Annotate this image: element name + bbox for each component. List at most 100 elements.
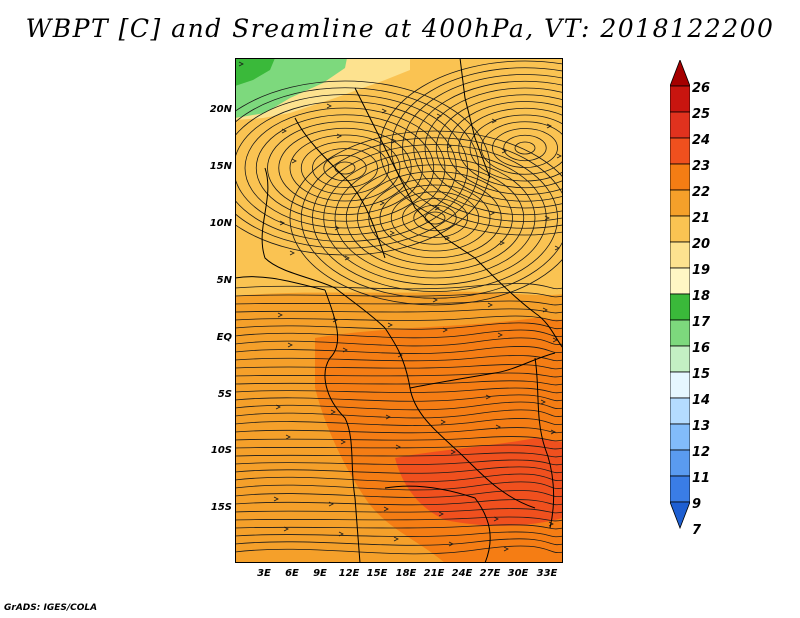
lat-label-5n: 5N xyxy=(216,275,232,286)
streamline-arrow xyxy=(289,250,295,256)
country-border xyxy=(384,485,491,563)
streamline-arrow xyxy=(546,123,552,129)
colorbar-label: 24 xyxy=(692,133,711,148)
streamline-arrow xyxy=(344,255,350,261)
lon-label-9e: 9E xyxy=(313,568,327,579)
colorbar-label: 14 xyxy=(692,393,711,408)
streamline-arrow xyxy=(283,526,289,532)
colorbar-arrow-bottom xyxy=(670,501,690,530)
streamline xyxy=(235,459,563,466)
lon-label-27e: 27E xyxy=(479,568,501,579)
streamline-arrow xyxy=(485,394,491,400)
colorbar-label: 7 xyxy=(692,523,702,538)
lon-label-12e: 12E xyxy=(338,568,360,579)
streamline-loop xyxy=(312,144,558,292)
streamline-arrow xyxy=(487,302,493,308)
streamline xyxy=(235,337,563,347)
streamline-loop xyxy=(480,121,563,175)
streamline-arrow xyxy=(281,128,287,134)
country-border xyxy=(384,327,536,509)
streamline xyxy=(235,387,563,394)
streamline-loop xyxy=(390,67,563,229)
streamline-arrow xyxy=(438,511,444,517)
streamline-arrow xyxy=(554,245,560,251)
streamline xyxy=(235,418,563,426)
streamline-arrow xyxy=(436,113,442,119)
colorbar-label: 15 xyxy=(692,367,711,382)
colorbar-label: 12 xyxy=(692,445,711,460)
streamline-arrow xyxy=(389,230,395,236)
chart-title: WBPT [C] and Sreamline at 400hPa, VT: 20… xyxy=(25,14,775,43)
map-frame xyxy=(235,58,563,563)
colorbar-box xyxy=(670,189,690,217)
streamline-loop xyxy=(235,87,480,249)
streamline-arrow xyxy=(542,307,548,313)
streamline xyxy=(235,364,563,370)
country-border xyxy=(534,357,555,529)
streamline-loop xyxy=(235,100,457,236)
streamline-arrow xyxy=(381,108,387,114)
map-panel xyxy=(235,58,563,563)
streamline xyxy=(235,394,563,402)
streamline-arrow xyxy=(440,419,446,425)
map-canvas xyxy=(235,58,563,563)
streamline-loop xyxy=(379,184,491,252)
streamline-arrow xyxy=(432,297,438,303)
streamline-arrow xyxy=(499,240,505,246)
streamline-loop xyxy=(469,114,563,182)
lat-label-20n: 20N xyxy=(209,104,232,115)
streamline-loop xyxy=(334,157,536,279)
streamline-loop xyxy=(413,80,563,216)
streamline-arrow xyxy=(287,342,293,348)
streamline-arrow xyxy=(540,399,546,405)
streamline-loop xyxy=(323,150,547,286)
country-border xyxy=(474,257,563,349)
streamline-arrow xyxy=(446,143,452,149)
streamline-arrow xyxy=(450,449,456,455)
colorbar-label: 17 xyxy=(692,315,711,330)
streamline-arrow xyxy=(275,404,281,410)
lon-label-3e: 3E xyxy=(257,568,271,579)
streamline-arrow xyxy=(391,138,397,144)
colorbar-label: 25 xyxy=(692,107,711,122)
colorbar-box xyxy=(670,397,690,425)
streamline-arrow xyxy=(503,546,509,552)
streamline xyxy=(235,283,563,290)
streamline-loop xyxy=(368,177,502,259)
country-border xyxy=(354,87,476,259)
streamline-loop xyxy=(267,121,423,215)
streamline xyxy=(235,466,563,474)
streamline xyxy=(235,308,563,314)
streamline-arrow xyxy=(379,200,385,206)
streamline-loop xyxy=(278,127,412,209)
streamline-loop xyxy=(424,87,563,209)
grads-credit: GrADS: IGES/COLA xyxy=(4,603,98,613)
colorbar-label: 9 xyxy=(692,497,702,512)
streamline-arrow xyxy=(328,501,334,507)
colorbar-box xyxy=(670,85,690,113)
streamline-arrow xyxy=(330,409,336,415)
streamline-loop xyxy=(244,107,446,229)
colorbar-label: 13 xyxy=(692,419,711,434)
lat-label-eq: EQ xyxy=(216,332,232,343)
streamline-arrow xyxy=(393,536,399,542)
streamline xyxy=(235,473,563,483)
streamline-arrow xyxy=(387,322,393,328)
streamlines xyxy=(235,60,563,555)
streamline xyxy=(235,401,563,411)
streamline xyxy=(235,436,563,442)
streamline-arrow xyxy=(397,352,403,358)
streamline-loop xyxy=(300,141,390,195)
streamline xyxy=(235,315,563,322)
streamline-loop xyxy=(413,204,457,232)
streamline-arrow xyxy=(544,215,550,221)
colorbar-box xyxy=(670,475,690,503)
streamline-loop xyxy=(492,128,558,168)
lat-label-10n: 10N xyxy=(209,218,232,229)
lon-label-21e: 21E xyxy=(423,568,445,579)
streamline xyxy=(235,508,563,514)
colorbar-label: 22 xyxy=(692,185,711,200)
streamline xyxy=(235,531,563,538)
streamline-arrow xyxy=(385,414,391,420)
colorbar-box xyxy=(670,449,690,477)
